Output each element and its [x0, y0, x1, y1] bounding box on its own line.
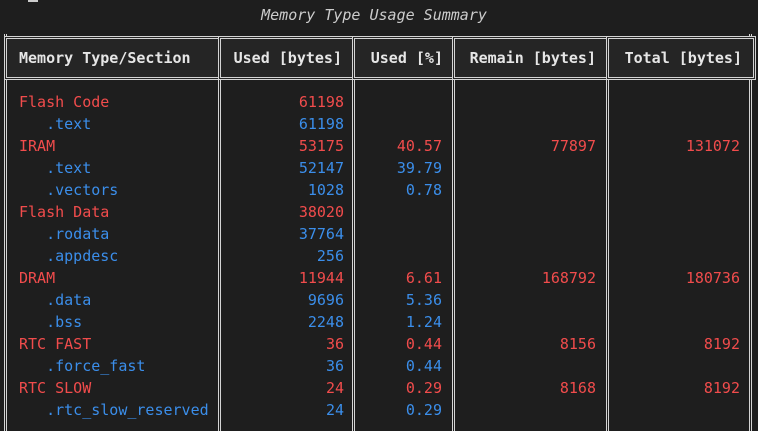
header-remain-bytes: Remain [bytes]: [452, 36, 610, 80]
memory-type-row: Flash Code 61198: [0, 91, 758, 113]
header-used-percent: Used [%]: [352, 36, 456, 80]
cell-name: RTC FAST: [19, 335, 92, 353]
section-row: .bss 2248 1.24: [0, 311, 758, 333]
cell-name: .rtc_slow_reserved: [19, 401, 209, 419]
cell-name: .vectors: [19, 181, 119, 199]
cell-used-bytes: 61198: [298, 93, 344, 111]
cell-name: .text: [19, 115, 92, 133]
memory-type-row: RTC SLOW 24 0.29 8168 8192: [0, 377, 758, 399]
cell-name: .appdesc: [19, 247, 119, 265]
section-row: .rodata 37764: [0, 223, 758, 245]
section-row: .force_fast 36 0.44: [0, 355, 758, 377]
cell-name: DRAM: [19, 269, 56, 287]
cell-used-bytes: 36: [325, 335, 344, 353]
table-title: Memory Type Usage Summary: [261, 6, 487, 24]
section-row: .rtc_slow_reserved 24 0.29: [0, 399, 758, 421]
cell-used-bytes: 52147: [298, 159, 344, 177]
memory-type-row: Flash Data 38020: [0, 201, 758, 223]
cell-name: Flash Data: [19, 203, 110, 221]
memory-type-row: RTC FAST 36 0.44 8156 8192: [0, 333, 758, 355]
section-row: .text 61198: [0, 113, 758, 135]
header-memory-type-section: Memory Type/Section: [4, 36, 222, 80]
cell-used-bytes: 1028: [307, 181, 344, 199]
cell-name: .data: [19, 291, 92, 309]
section-row: .data 9696 5.36: [0, 289, 758, 311]
memory-type-row: IRAM 53175 40.57 77897 131072: [0, 135, 758, 157]
cell-name: .bss: [19, 313, 83, 331]
cell-name: RTC SLOW: [19, 379, 92, 397]
section-row: .vectors 1028 0.78: [0, 179, 758, 201]
cell-used-percent: 5.36: [405, 291, 442, 309]
cell-total-bytes: 8192: [703, 379, 740, 397]
cell-used-bytes: 61198: [298, 115, 344, 133]
cell-used-percent: 39.79: [396, 159, 442, 177]
cell-remain-bytes: 168792: [541, 269, 596, 287]
cell-remain-bytes: 8156: [559, 335, 596, 353]
cell-used-percent: 0.29: [405, 401, 442, 419]
cell-used-bytes: 24: [325, 379, 344, 397]
column-divider: [352, 80, 355, 431]
cell-name: .rodata: [19, 225, 110, 243]
header-used-bytes: Used [bytes]: [218, 36, 356, 80]
column-divider: [452, 80, 455, 431]
cell-used-percent: 0.44: [405, 357, 442, 375]
cell-used-bytes: 36: [325, 357, 344, 375]
column-divider: [218, 80, 221, 431]
cell-total-bytes: 8192: [703, 335, 740, 353]
memory-type-row: DRAM 11944 6.61 168792 180736: [0, 267, 758, 289]
column-divider: [606, 80, 609, 431]
section-row: .appdesc 256: [0, 245, 758, 267]
cell-used-percent: 0.44: [405, 335, 442, 353]
cell-name: .force_fast: [19, 357, 146, 375]
cell-used-bytes: 38020: [298, 203, 344, 221]
cell-used-percent: 0.78: [405, 181, 442, 199]
cell-used-bytes: 256: [316, 247, 344, 265]
cell-total-bytes: 131072: [685, 137, 740, 155]
cell-used-bytes: 11944: [298, 269, 344, 287]
cell-remain-bytes: 8168: [559, 379, 596, 397]
cell-name: Flash Code: [19, 93, 110, 111]
section-row: .text 52147 39.79: [0, 157, 758, 179]
cell-name: .text: [19, 159, 92, 177]
cell-used-bytes: 53175: [298, 137, 344, 155]
cell-used-percent: 0.29: [405, 379, 442, 397]
cell-used-bytes: 37764: [298, 225, 344, 243]
cell-used-percent: 6.61: [405, 269, 442, 287]
cell-remain-bytes: 77897: [550, 137, 596, 155]
table-frame: [4, 34, 752, 431]
cell-used-bytes: 9696: [307, 291, 344, 309]
cell-used-bytes: 2248: [307, 313, 344, 331]
cell-total-bytes: 180736: [685, 269, 740, 287]
terminal-cursor: [28, 0, 38, 2]
cell-used-bytes: 24: [325, 401, 344, 419]
cell-used-percent: 40.57: [396, 137, 442, 155]
cell-name: IRAM: [19, 137, 56, 155]
cell-used-percent: 1.24: [405, 313, 442, 331]
header-total-bytes: Total [bytes]: [606, 36, 756, 80]
